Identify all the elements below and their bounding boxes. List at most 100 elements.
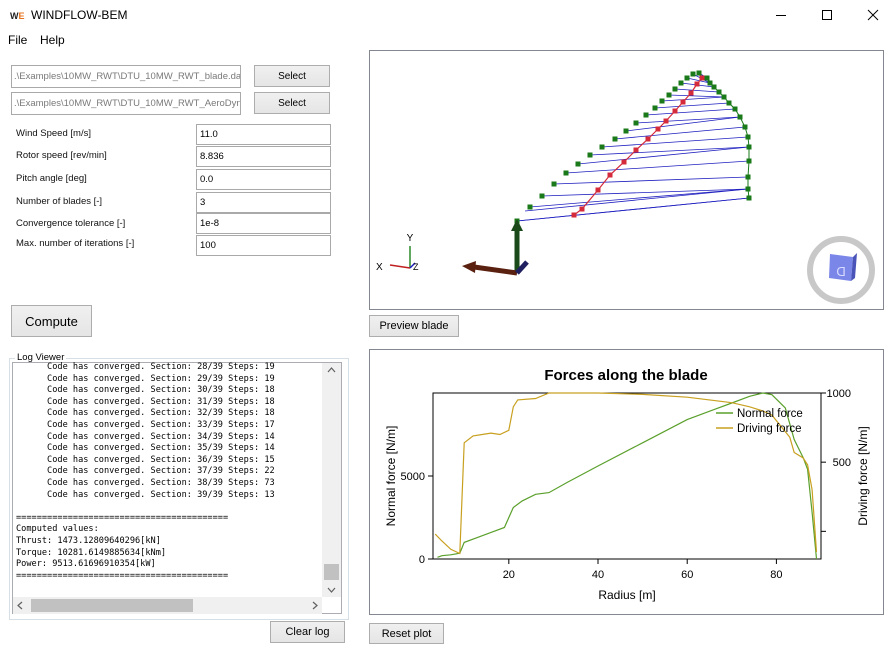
leading-edge-point [595, 187, 601, 193]
pitch-angle-input[interactable]: 0.0 [196, 169, 331, 190]
log-line [16, 501, 322, 513]
leading-edge-point [633, 147, 639, 153]
chord-line [529, 188, 749, 208]
log-line: Code has converged. Section: 28/39 Steps… [16, 362, 275, 372]
y-tick-label: 5000 [401, 471, 425, 483]
trailing-edge-point [745, 186, 751, 192]
leading-edge-point [680, 99, 686, 105]
gizmo-z-label: Z [413, 262, 419, 272]
forces-chart[interactable]: Forces along the blade 20 40 60 80 0 5000 50… [370, 350, 883, 614]
log-text: Code has converged. Section: 28/39 Steps… [16, 362, 322, 596]
trailing-edge-point [659, 98, 665, 104]
trailing-edge-point [633, 120, 639, 126]
log-textbox[interactable] [12, 362, 342, 614]
rotor-speed-input[interactable]: 8.836 [196, 146, 331, 167]
y-axis-ticks: 0 5000 [401, 471, 433, 566]
compute-button[interactable]: Compute [11, 305, 92, 337]
y-axis-label: Normal force [N/m] [384, 426, 398, 527]
clear-log-button[interactable]: Clear log [270, 621, 345, 643]
max-iterations-input[interactable]: 100 [196, 235, 331, 256]
reset-plot-button[interactable]: Reset plot [369, 623, 444, 644]
leading-edge-point [672, 108, 678, 114]
minimize-button[interactable] [758, 0, 804, 30]
leading-edge-point [663, 118, 669, 124]
blade-3d-viewer[interactable]: Y X Z D [369, 50, 884, 310]
window-title: WINDFLOW-BEM [31, 8, 128, 22]
scroll-down-icon[interactable] [327, 587, 336, 593]
leading-edge-point [694, 81, 700, 87]
scroll-left-icon[interactable] [17, 601, 23, 610]
log-line: Code has converged. Section: 37/39 Steps… [16, 466, 275, 477]
blade-geometry [514, 70, 752, 224]
convergence-tolerance-input[interactable]: 1e-8 [196, 213, 331, 234]
blade-file-path[interactable]: .\Examples\10MW_RWT\DTU_10MW_RWT_blade.d… [11, 65, 241, 88]
log-line: Code has converged. Section: 36/39 Steps… [16, 454, 275, 465]
trailing-edge-point [746, 158, 752, 164]
trailing-edge-point [612, 136, 618, 142]
trailing-edge-point [563, 170, 569, 176]
horizontal-scroll-thumb[interactable] [31, 599, 193, 612]
y2-axis-label-name: Driving force [856, 458, 870, 526]
select-aero-button[interactable]: Select [254, 92, 330, 114]
y2-tick-label: 500 [833, 457, 851, 469]
log-horizontal-scrollbar[interactable] [13, 597, 322, 614]
chord-line [668, 94, 725, 98]
trailing-edge-point [672, 86, 678, 92]
log-line: Code has converged. Section: 30/39 Steps… [16, 385, 275, 396]
legend-label: Driving force [737, 423, 802, 435]
x-tick-label: 80 [770, 569, 782, 581]
trailing-edge-point [643, 112, 649, 118]
horizontal-scrollbar-graphics [17, 599, 318, 612]
leading-edge-point [688, 90, 694, 96]
leading-edge-point [571, 212, 577, 218]
axis-gizmo: Y X Z [376, 233, 419, 273]
leading-edge-point [579, 206, 585, 212]
view-cube-face[interactable] [829, 254, 853, 281]
leading-edge-point [655, 126, 661, 132]
trailing-edge-point [737, 114, 743, 120]
preview-blade-button[interactable]: Preview blade [369, 315, 459, 337]
select-blade-button[interactable]: Select [254, 65, 330, 87]
series-lines [434, 392, 818, 560]
log-line: Code has converged. Section: 29/39 Steps… [16, 373, 275, 384]
blades-count-label: Number of blades [-] [16, 196, 103, 207]
menu-file[interactable]: File [8, 33, 28, 47]
scroll-up-icon[interactable] [327, 367, 336, 373]
wind-speed-label: Wind Speed [m/s] [16, 128, 91, 139]
close-button[interactable] [850, 0, 896, 30]
aero-file-path[interactable]: .\Examples\10MW_RWT\DTU_10MW_RWT_AeroDyn… [11, 92, 241, 115]
x-tick-label: 40 [592, 569, 604, 581]
pitch-angle-label: Pitch angle [deg] [16, 173, 87, 184]
scroll-right-icon[interactable] [312, 601, 318, 610]
y2-tick-label: 1000 [827, 388, 851, 400]
log-vertical-scrollbar[interactable] [322, 363, 341, 597]
x-axis-ticks: 20 40 60 80 [503, 559, 783, 581]
trailing-edge-point [527, 204, 533, 210]
trailing-edge-point [726, 100, 732, 106]
chord-line [645, 108, 736, 116]
log-line: Torque: 10281.6149885634[kNm] [16, 547, 167, 558]
model-axis-y-head [511, 219, 523, 231]
maximize-button[interactable] [804, 0, 850, 30]
wind-speed-input[interactable]: 11.0 [196, 124, 331, 145]
trailing-edge-point [652, 105, 658, 111]
view-cube[interactable]: D [807, 236, 875, 304]
rotor-speed-label: Rotor speed [rev/min] [16, 150, 107, 161]
legend-label: Normal force [737, 408, 803, 420]
trailing-edge-point [721, 94, 727, 100]
trailing-edge-point [599, 144, 605, 150]
gizmo-x-label: X [376, 262, 383, 273]
model-axis-x [473, 264, 518, 276]
y-tick-label: 0 [419, 554, 425, 566]
view-cube-ring[interactable] [807, 236, 875, 304]
log-line: Thrust: 1473.12809640296[kN] [16, 535, 161, 546]
chord-line [614, 126, 746, 140]
menu-help[interactable]: Help [40, 33, 65, 47]
chord-line [589, 146, 750, 156]
chord-line [524, 188, 749, 212]
blades-count-input[interactable]: 3 [196, 192, 331, 213]
blade-3d-canvas: Y X Z D [376, 70, 875, 304]
gizmo-y-label: Y [407, 233, 414, 244]
vertical-scroll-thumb[interactable] [324, 564, 339, 580]
trailing-edge-point [575, 161, 581, 167]
